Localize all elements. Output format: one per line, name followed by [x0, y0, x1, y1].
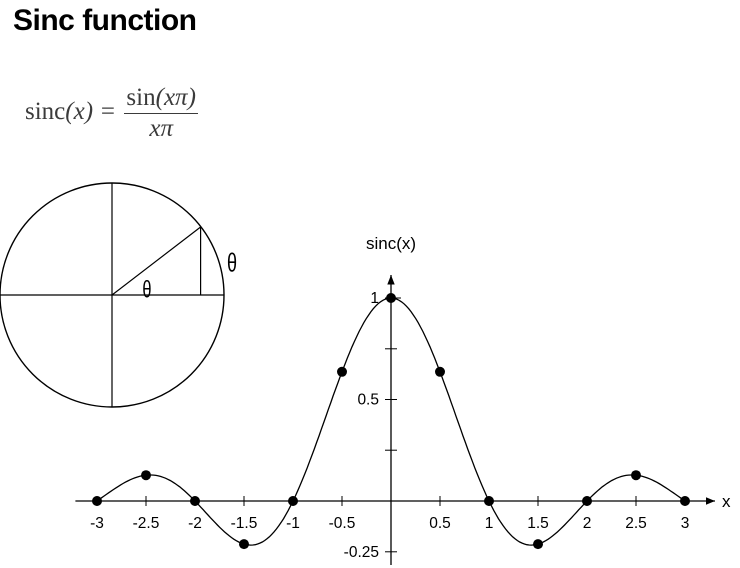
svg-text:-3: -3 [90, 515, 104, 532]
svg-text:1: 1 [485, 515, 494, 532]
svg-text:1: 1 [370, 290, 379, 307]
svg-text:-0.25: -0.25 [344, 544, 379, 561]
svg-text:2: 2 [583, 515, 592, 532]
svg-text:-2: -2 [188, 515, 202, 532]
svg-text:0.5: 0.5 [357, 392, 379, 409]
svg-text:2.5: 2.5 [625, 515, 647, 532]
svg-text:θ: θ [227, 248, 237, 277]
svg-text:x: x [722, 492, 731, 511]
svg-text:1.5: 1.5 [527, 515, 549, 532]
svg-text:θ: θ [142, 278, 151, 304]
svg-text:-1: -1 [286, 515, 300, 532]
svg-text:-0.5: -0.5 [329, 515, 356, 532]
svg-text:3: 3 [681, 515, 690, 532]
svg-text:sinc(x): sinc(x) [366, 234, 416, 253]
svg-text:-2.5: -2.5 [133, 515, 160, 532]
svg-text:-1.5: -1.5 [231, 515, 258, 532]
svg-text:0.5: 0.5 [429, 515, 451, 532]
